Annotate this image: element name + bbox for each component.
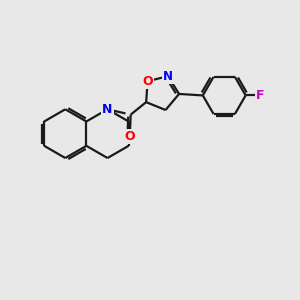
Text: N: N [163,70,173,83]
Text: O: O [142,75,153,88]
Text: F: F [256,89,264,102]
Text: N: N [102,103,113,116]
Text: O: O [124,130,135,142]
